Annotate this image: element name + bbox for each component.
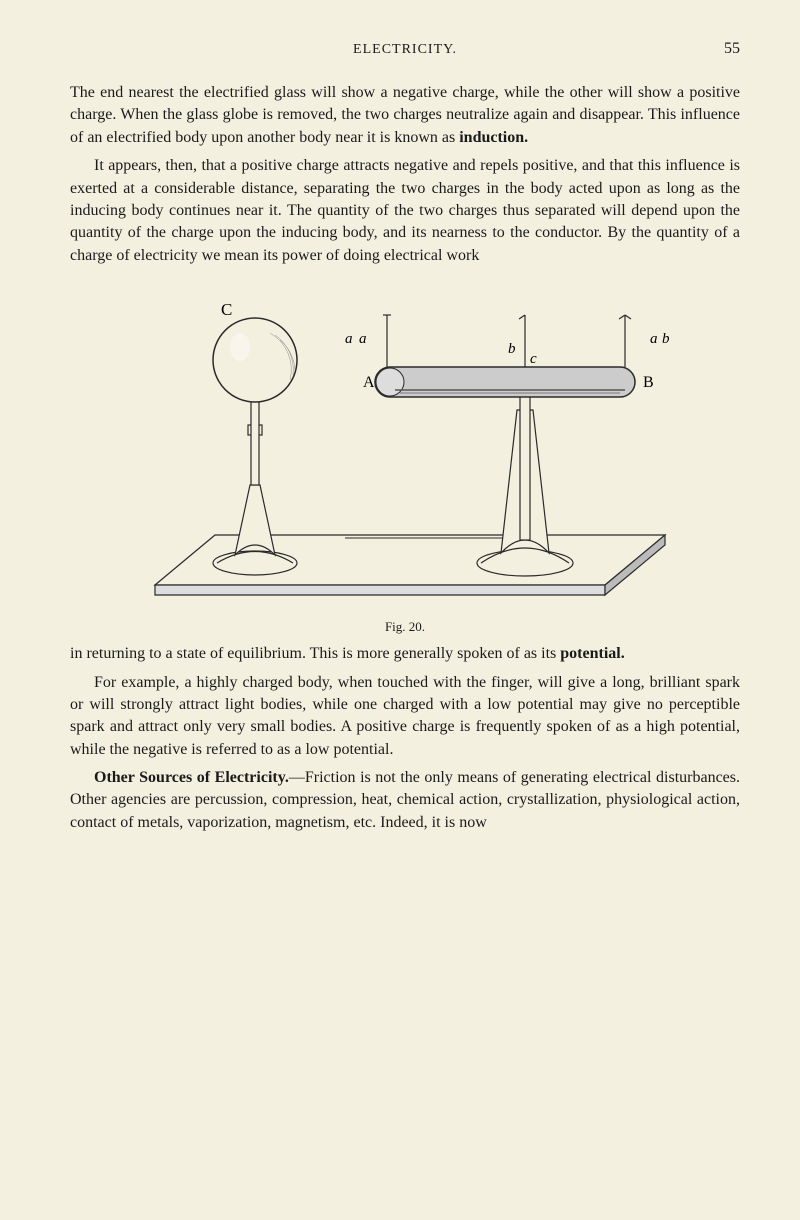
- label-ab-a: a: [650, 331, 658, 347]
- label-bc-b: b: [508, 341, 516, 357]
- figure-20: C a a b c a b A B Fig. 20.: [70, 285, 740, 635]
- paragraph-2: It appears, then, that a positive charge…: [70, 155, 740, 267]
- label-ab-b: b: [662, 331, 670, 347]
- label-aa2: a: [359, 331, 367, 347]
- paragraph-1: The end nearest the electrified glass wi…: [70, 82, 740, 149]
- field-lines: [383, 315, 631, 367]
- label-aa: a: [345, 331, 353, 347]
- label-bc-c: c: [530, 351, 537, 367]
- p1-bold: induction.: [459, 129, 528, 146]
- label-C: C: [221, 300, 232, 319]
- p3-text: in returning to a state of equilibrium. …: [70, 645, 560, 662]
- label-B: B: [643, 374, 654, 391]
- header-title: ELECTRICITY.: [110, 42, 700, 58]
- figure-svg: C a a b c a b A B: [125, 285, 685, 615]
- page-number: 55: [700, 40, 740, 58]
- paragraph-3: in returning to a state of equilibrium. …: [70, 643, 740, 665]
- p4-text: For example, a highly charged body, when…: [70, 674, 740, 758]
- p5-bold: Other Sources of Electricity.: [94, 769, 289, 786]
- p2-text: It appears, then, that a positive charge…: [70, 157, 740, 264]
- p3-bold: potential.: [560, 645, 624, 662]
- page-header: ELECTRICITY. 55: [70, 40, 740, 58]
- p1-text: The end nearest the electrified glass wi…: [70, 84, 740, 146]
- figure-caption: Fig. 20.: [70, 619, 740, 635]
- paragraph-5: Other Sources of Electricity.—Friction i…: [70, 767, 740, 834]
- paragraph-4: For example, a highly charged body, when…: [70, 672, 740, 762]
- page-container: ELECTRICITY. 55 The end nearest the elec…: [0, 0, 800, 1220]
- label-A: A: [363, 374, 375, 391]
